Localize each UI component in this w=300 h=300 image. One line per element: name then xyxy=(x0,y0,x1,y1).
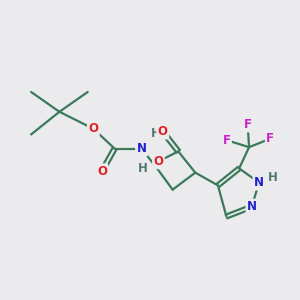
Text: F: F xyxy=(266,132,274,145)
Text: O: O xyxy=(154,155,164,168)
Text: N: N xyxy=(247,200,257,213)
Text: O: O xyxy=(88,122,98,135)
Text: H: H xyxy=(268,171,278,184)
Text: F: F xyxy=(244,118,252,131)
Text: F: F xyxy=(222,134,230,147)
Text: O: O xyxy=(97,165,107,178)
Text: H: H xyxy=(151,127,160,140)
Text: H: H xyxy=(138,162,148,175)
Text: N: N xyxy=(136,142,146,155)
Text: N: N xyxy=(254,176,264,189)
Text: O: O xyxy=(158,125,168,138)
